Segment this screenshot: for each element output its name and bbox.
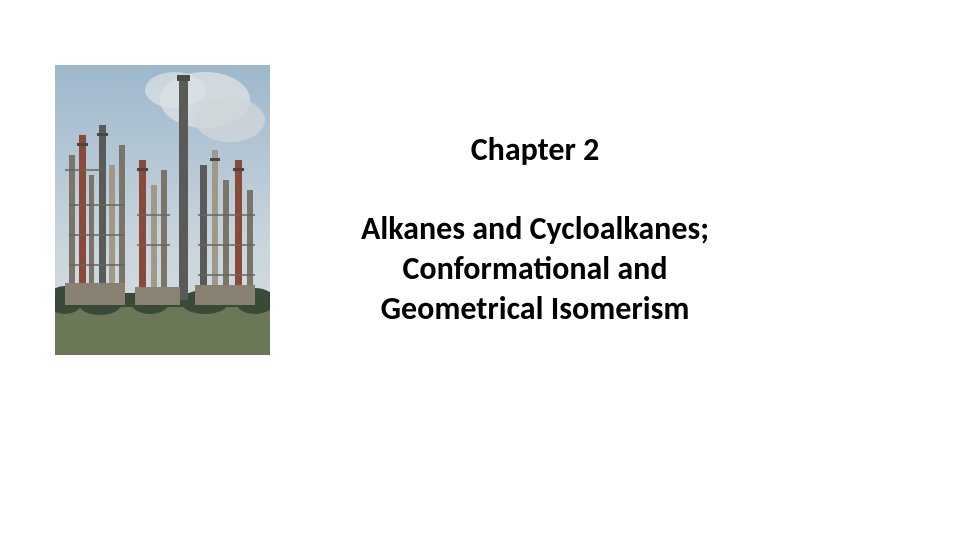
refinery-svg [55, 65, 270, 355]
slide-title: Alkanes and Cycloalkanes; Conformational… [300, 209, 770, 329]
title-line-1: Alkanes and Cycloalkanes; [361, 209, 709, 248]
title-line-3: Geometrical Isomerism [381, 289, 690, 328]
title-line-2: Conformational and [402, 249, 667, 288]
slide: Chapter 2 Alkanes and Cycloalkanes; Conf… [0, 0, 960, 540]
refinery-image [55, 65, 270, 355]
text-area: Chapter 2 Alkanes and Cycloalkanes; Conf… [300, 130, 770, 329]
chapter-label: Chapter 2 [300, 130, 770, 169]
